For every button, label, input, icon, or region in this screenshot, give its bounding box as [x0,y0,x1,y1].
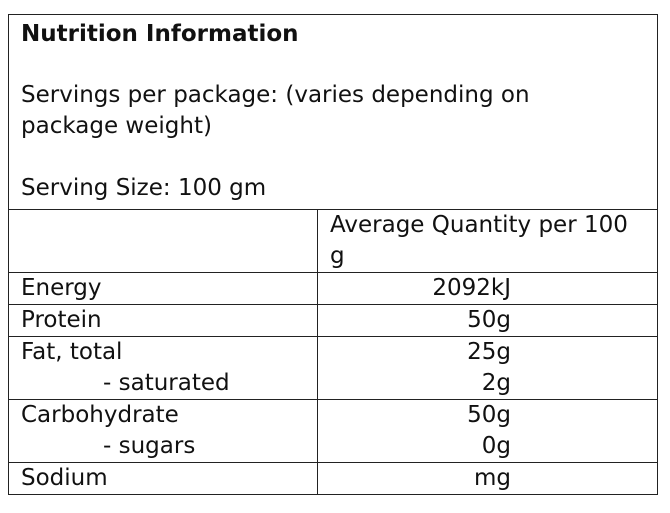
nutrient-label: Energy [21,275,102,301]
serving-size: Serving Size: 100 gm [21,175,267,201]
nutrient-row: Energy 2092kJ [8,272,658,305]
label-cell: Sodium [8,462,318,495]
nutrient-label: Carbohydrate [21,402,179,428]
nutrient-row: Carbohydrate - sugars 50g 0g [8,399,658,463]
nutrient-label: Fat, total [21,339,123,365]
empty-cell [8,209,318,273]
nutrient-row: Fat, total - saturated 25g 2g [8,336,658,400]
value-cell: 50g [317,304,658,337]
sub-label: - sugars [103,433,196,459]
label-cell: Carbohydrate - sugars [8,399,318,463]
nutrient-value: mg [473,465,511,491]
header-cell: Nutrition Information Servings per packa… [8,14,658,210]
label-cell: Protein [8,304,318,337]
nutrient-value: 2092kJ [432,275,511,301]
value-cell: 2092kJ [317,272,658,305]
label-cell: Energy [8,272,318,305]
nutrient-row: Protein 50g [8,304,658,337]
column-header-row: Average Quantity per 100 g [8,209,658,273]
sub-value: 0g [481,433,511,459]
value-cell: mg [317,462,658,495]
nutrient-label: Sodium [21,465,108,491]
nutrient-label: Protein [21,307,102,333]
value-cell: 50g 0g [317,399,658,463]
nutrient-value: 50g [467,402,511,428]
value-cell: 25g 2g [317,336,658,400]
servings: Servings per package: (varies depending … [21,82,530,139]
nutrient-value: 50g [467,307,511,333]
sub-value: 2g [481,370,511,396]
column-header: Average Quantity per 100 g [317,209,658,273]
nutrient-row: Sodium mg [8,462,658,495]
nutrition-table: Nutrition Information Servings per packa… [8,14,658,495]
title: Nutrition Information [21,21,299,47]
table-body: Nutrition Information Servings per packa… [8,14,658,495]
label-cell: Fat, total - saturated [8,336,318,400]
header-row: Nutrition Information Servings per packa… [8,14,658,210]
sub-label: - saturated [103,370,230,396]
nutrient-value: 25g [467,339,511,365]
